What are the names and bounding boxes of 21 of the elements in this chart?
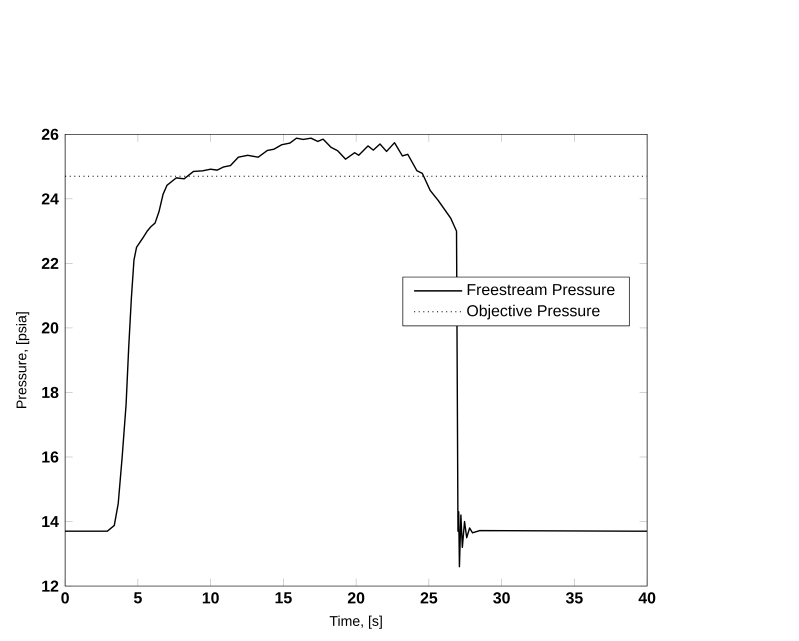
y-tick-label: 20 bbox=[42, 322, 58, 334]
y-tick-label: 16 bbox=[42, 451, 58, 463]
x-tick-label: 30 bbox=[493, 592, 510, 604]
y-tick-label: 24 bbox=[42, 193, 59, 204]
x-tick-label: 35 bbox=[566, 592, 583, 604]
x-tick-label: 15 bbox=[276, 592, 292, 604]
y-tick-label: 26 bbox=[42, 128, 58, 140]
x-tick-label: 20 bbox=[348, 592, 364, 604]
x-tick-label: 25 bbox=[420, 592, 438, 604]
y-axis-title: Pressure, [psia] bbox=[16, 312, 30, 408]
legend-label: Objective Pressure bbox=[467, 304, 600, 320]
x-axis-title: Time, [s] bbox=[330, 616, 382, 629]
x-tick-label: 5 bbox=[134, 592, 142, 604]
x-tick-label: 10 bbox=[202, 592, 219, 604]
y-tick-label: 18 bbox=[42, 386, 58, 398]
y-tick-label: 22 bbox=[42, 258, 58, 269]
x-tick-label: 40 bbox=[638, 592, 656, 604]
x-tick-label: 0 bbox=[61, 592, 69, 604]
legend-label: Freestream Pressure bbox=[468, 284, 615, 296]
y-tick-label: 14 bbox=[42, 516, 59, 527]
y-tick-label: 12 bbox=[42, 580, 58, 592]
